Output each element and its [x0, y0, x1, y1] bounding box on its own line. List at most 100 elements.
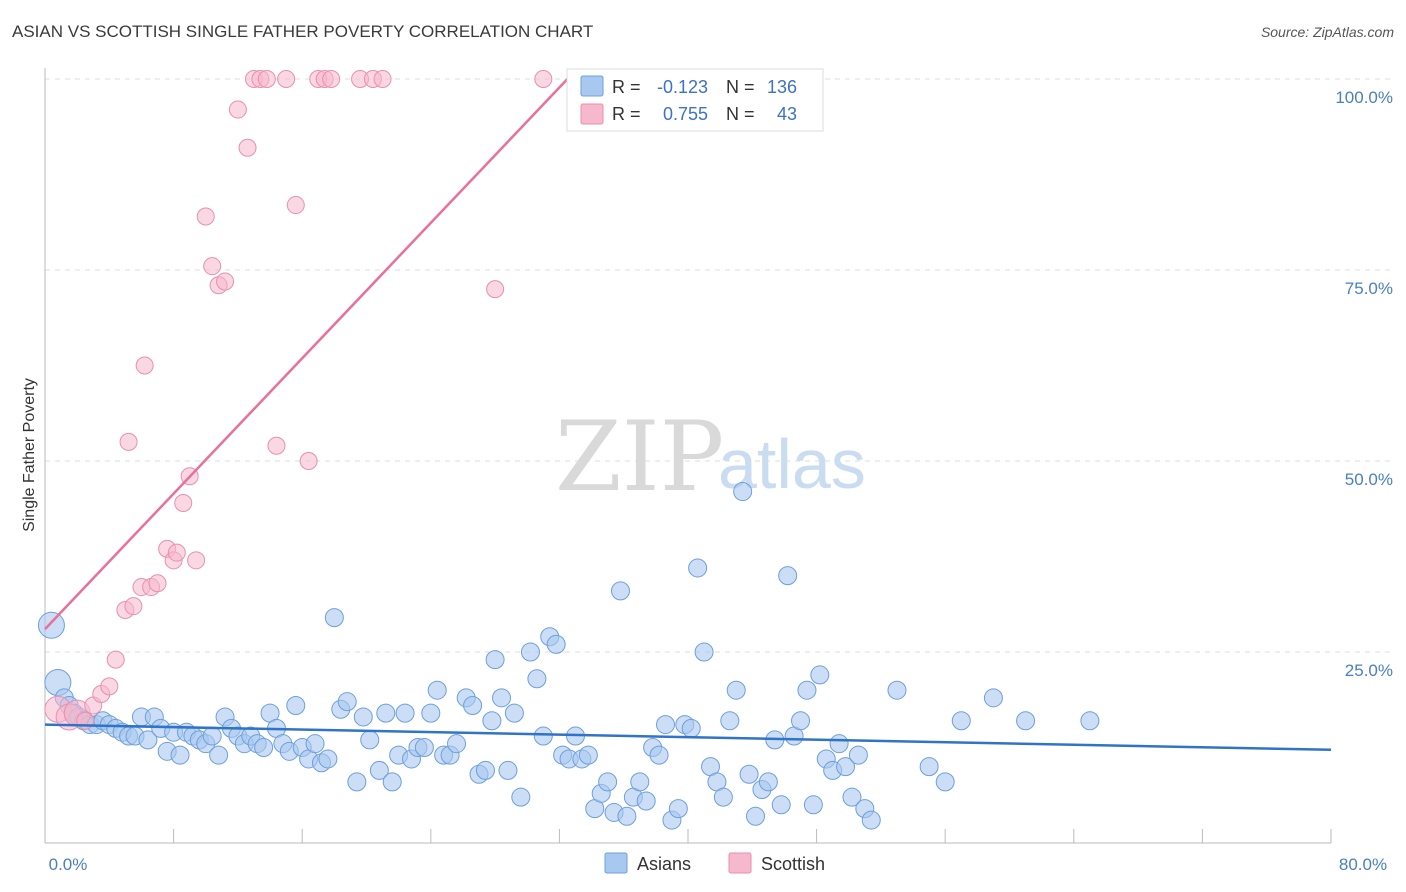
watermark-zip: ZIP: [555, 401, 724, 513]
legend-n-value-scottish: 43: [777, 104, 797, 124]
scottish-point: [228, 100, 247, 119]
asian-point: [758, 772, 778, 792]
y-tick-label-75: 75.0%: [1345, 279, 1393, 298]
scottish-point: [203, 257, 222, 276]
legend-r-label-asian: R =: [612, 77, 641, 97]
asian-trend-line: [44, 723, 1332, 752]
asian-point: [688, 558, 708, 578]
asian-point: [778, 566, 798, 586]
asian-point: [842, 787, 862, 807]
legend-r-value-scottish: 0.755: [663, 104, 708, 124]
asian-point: [504, 703, 524, 723]
scottish-point: [216, 272, 235, 291]
asian-points: [37, 482, 1100, 830]
legend-swatch-asian: [580, 75, 604, 97]
asian-point: [202, 726, 222, 746]
scottish-point: [373, 70, 392, 88]
scottish-point: [277, 70, 296, 88]
y-tick-labels: 25.0% 50.0% 75.0% 100.0%: [1335, 88, 1393, 680]
scottish-point: [486, 280, 505, 299]
asian-point: [520, 642, 540, 662]
asian-point: [254, 738, 274, 757]
asian-point: [482, 711, 502, 731]
y-tick-label-100: 100.0%: [1335, 88, 1393, 107]
asian-point: [369, 760, 389, 780]
asian-point: [511, 787, 531, 807]
asian-point: [421, 703, 441, 723]
asian-point: [138, 730, 158, 750]
asian-point: [630, 772, 650, 792]
scottish-point: [106, 650, 125, 669]
asian-point: [951, 711, 971, 731]
asian-point: [427, 680, 447, 700]
asian-point: [324, 608, 344, 628]
x-tick-label-min: 0.0%: [49, 855, 88, 874]
asian-point: [739, 764, 759, 784]
asian-point: [376, 703, 396, 723]
asian-point: [983, 688, 1003, 708]
x-ticks: [173, 829, 1332, 843]
legend-r-value-asian: -0.123: [657, 77, 708, 97]
scottish-point: [534, 70, 553, 88]
scottish-point: [322, 70, 341, 88]
legend: R = -0.123 N = 136 R = 0.755 N = 43: [566, 68, 824, 132]
bottom-legend-swatch-scottish: [728, 852, 752, 874]
asian-point: [836, 757, 856, 777]
scottish-point: [167, 543, 186, 562]
scottish-point: [257, 70, 276, 88]
asian-point: [382, 772, 402, 792]
scottish-point: [267, 436, 286, 455]
asian-point: [347, 772, 367, 792]
asian-point: [1016, 711, 1036, 731]
asian-point: [498, 760, 518, 780]
scottish-point: [100, 677, 119, 696]
asian-point: [649, 745, 669, 765]
asian-point: [485, 650, 505, 670]
asian-point: [598, 772, 618, 792]
asian-point: [305, 734, 325, 754]
asian-point: [694, 642, 714, 662]
y-tick-label-25: 25.0%: [1345, 661, 1393, 680]
asian-point: [353, 707, 373, 727]
asian-point: [475, 760, 495, 780]
asian-point: [848, 745, 868, 765]
asian-point: [797, 680, 817, 700]
scottish-point: [148, 574, 167, 593]
legend-n-value-asian: 136: [767, 77, 797, 97]
asian-point: [861, 810, 881, 830]
asian-point: [681, 718, 701, 738]
source-label: Source: ZipAtlas.com: [1260, 24, 1394, 40]
legend-r-label-scottish: R =: [612, 104, 641, 124]
asian-point: [919, 757, 939, 777]
legend-box: [566, 68, 824, 132]
asian-point: [395, 703, 415, 723]
asian-point: [655, 715, 675, 735]
asian-point: [360, 730, 380, 750]
asian-point: [170, 745, 190, 765]
scottish-point: [119, 432, 138, 451]
asian-point: [668, 799, 688, 819]
legend-swatch-scottish: [580, 103, 604, 125]
bottom-legend-label-asians: Asians: [637, 854, 691, 874]
watermark: ZIP atlas: [555, 401, 866, 513]
asian-point: [318, 749, 338, 769]
asian-point: [414, 738, 434, 757]
asian-point: [463, 695, 483, 715]
asian-point: [887, 680, 907, 700]
asian-point: [720, 711, 740, 731]
scottish-point: [124, 597, 143, 616]
asian-point: [610, 581, 630, 601]
scottish-point: [299, 452, 318, 470]
asian-point: [546, 634, 566, 654]
asian-point: [337, 692, 357, 712]
asian-point: [810, 665, 830, 685]
y-tick-label-50: 50.0%: [1345, 470, 1393, 489]
asian-point: [533, 726, 553, 746]
asian-point: [935, 772, 955, 792]
asian-point: [492, 688, 512, 708]
y-axis-title: Single Father Poverty: [21, 378, 38, 532]
scottish-point: [187, 551, 206, 570]
scottish-point: [238, 138, 257, 157]
asian-point: [527, 669, 547, 689]
